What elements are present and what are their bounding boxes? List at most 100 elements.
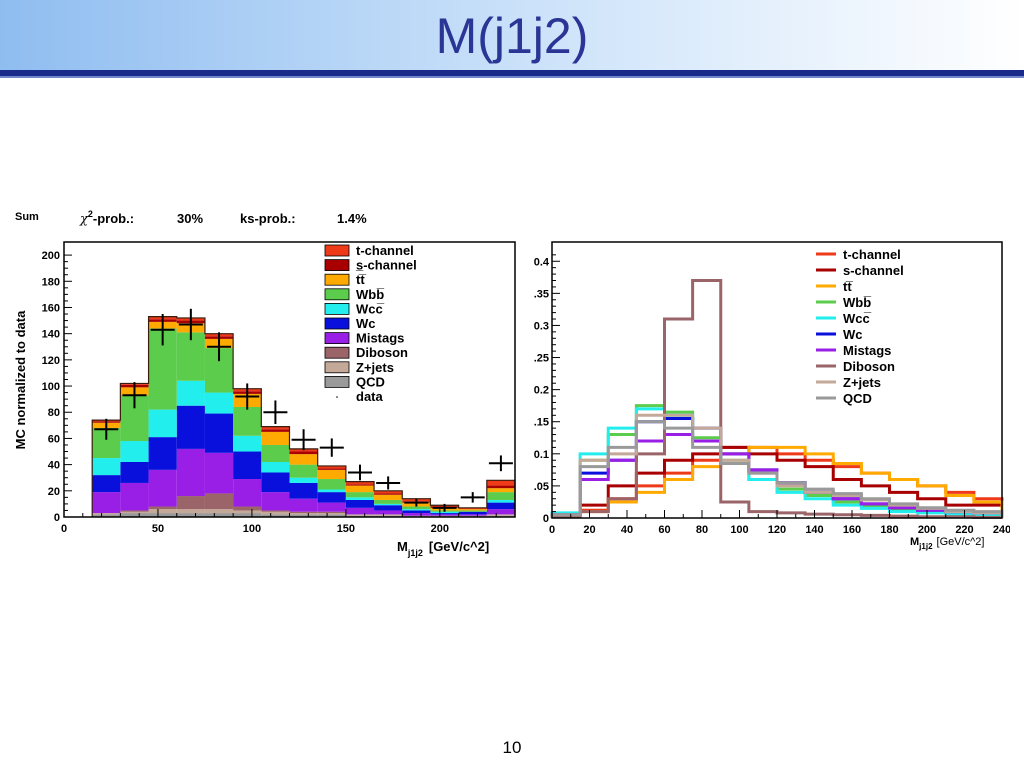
bar-tt: [261, 431, 290, 445]
x-tick-label: 200: [918, 524, 936, 536]
bar-diboson: [204, 493, 234, 510]
title-rule-accent: [0, 76, 1024, 78]
bar-wcc: [289, 477, 318, 483]
y-tick-label: 0.1: [534, 449, 549, 461]
legend-label-wcc: Wcc̅: [843, 311, 872, 326]
bar-wcc: [261, 462, 290, 473]
normalized-shape-chart: 0 .05 0.1 .15 0.2 .25 0.3 .35 0.4 0 20 40 60 80 100 120…: [534, 241, 1010, 551]
bar-diboson: [233, 506, 262, 511]
bar-s-channel: [374, 493, 403, 495]
legend-label-mistags: Mistags: [356, 331, 404, 346]
bar-wcc: [92, 458, 121, 476]
bar-wc: [233, 451, 262, 480]
x-tick-label: 0: [61, 523, 67, 535]
bar-qcd: [176, 513, 205, 517]
data-point: [460, 492, 485, 503]
bar-t-channel: [261, 426, 290, 430]
bar-z-jets: [233, 510, 262, 514]
line-tt: [550, 445, 1004, 518]
legend-label-s-channel: s̲-channel: [356, 258, 417, 273]
bar-wbb: [289, 464, 318, 478]
bar-wc: [486, 502, 515, 510]
x-tick-label: 100: [243, 523, 261, 535]
bar-wcc: [402, 509, 431, 511]
legend-label-data: data: [356, 389, 384, 404]
bar-wcc: [176, 380, 205, 406]
y-tick-label: 100: [42, 381, 60, 393]
bar-wc: [345, 499, 375, 508]
bar-z-jets: [120, 511, 149, 514]
page-number: 10: [502, 738, 522, 757]
data-point: [488, 455, 513, 472]
legend-label-z-jets: Z+jets: [843, 375, 881, 390]
bar-qcd: [148, 513, 177, 517]
bar-wbb: [458, 510, 487, 512]
bar-t-channel: [458, 507, 487, 510]
bar-mistags: [92, 492, 121, 514]
bar-t-channel: [289, 448, 318, 452]
x-tick-label: 60: [658, 524, 670, 536]
x-tick-label: 220: [955, 524, 973, 536]
y-tick-label: .05: [534, 481, 549, 493]
x-tick-label: 180: [880, 524, 898, 536]
title-banner: [0, 0, 1024, 70]
y-tick-label: 0.4: [534, 256, 550, 268]
y-tick-label: 0.3: [534, 320, 549, 332]
data-point: [404, 498, 429, 507]
data-point: [319, 438, 344, 457]
bar-mistags: [317, 502, 346, 512]
bar-wbb: [261, 444, 290, 462]
legend-label-s-channel: s-channel: [843, 263, 904, 278]
bar-z-jets: [486, 514, 515, 516]
bar-diboson: [261, 510, 290, 512]
line-s-channel: [550, 445, 1004, 518]
bar-t-channel: [486, 480, 515, 486]
bar-wcc: [345, 497, 375, 500]
legend-swatch-wcc: [324, 303, 350, 315]
x-tick-label: 240: [993, 524, 1010, 536]
bar-mistags: [176, 448, 205, 497]
bar-wcc: [430, 511, 459, 514]
legend-label-wc: Wc: [356, 316, 376, 331]
bar-wc: [430, 513, 459, 515]
bar-tt: [289, 454, 318, 465]
bar-mistags: [233, 479, 262, 507]
legend-swatch-diboson: [324, 346, 350, 359]
bar-s-channel: [486, 485, 515, 489]
legend-label-wbb: Wbb̅: [356, 287, 385, 302]
chi2-stat-value: 30%: [177, 211, 203, 226]
bar-z-jets: [148, 509, 177, 514]
data-point: [263, 400, 288, 425]
bar-wc: [148, 437, 177, 470]
bar-z-jets: [204, 509, 234, 514]
x-tick-label: 0: [549, 524, 555, 536]
bar-mistags: [148, 469, 177, 507]
x-tick-label: 100: [730, 524, 748, 536]
bar-mistags: [120, 482, 149, 511]
y-tick-label: 140: [42, 329, 60, 341]
bar-wcc: [317, 489, 346, 493]
bar-qcd: [204, 513, 234, 517]
legend-label-mistags: Mistags: [843, 343, 891, 358]
bar-wbb: [402, 506, 431, 510]
slide-title: M(j1j2): [435, 8, 589, 64]
bar-qcd: [120, 513, 149, 517]
bar-wbb: [374, 499, 403, 504]
bar-qcd: [92, 514, 121, 517]
legend-label-z-jets: Z+jets: [356, 360, 394, 375]
bar-diboson: [317, 511, 346, 514]
bar-wc: [176, 405, 205, 449]
bar-mistags: [289, 498, 318, 512]
legend-label-diboson: Diboson: [843, 359, 895, 374]
bar-mistags: [374, 510, 403, 515]
legend-swatch-s-channel: [324, 259, 350, 271]
bar-s-channel: [345, 484, 375, 486]
legend-label-t-channel: t-channel: [356, 243, 414, 258]
ks-stat-value: 1.4%: [337, 211, 367, 226]
bar-wbb: [176, 332, 205, 381]
y-tick-label: 160: [42, 302, 60, 314]
bar-wc: [120, 462, 149, 483]
x-tick-label: 80: [696, 524, 708, 536]
bar-wcc: [233, 435, 262, 452]
legend-label-qcd: QCD: [843, 391, 872, 406]
